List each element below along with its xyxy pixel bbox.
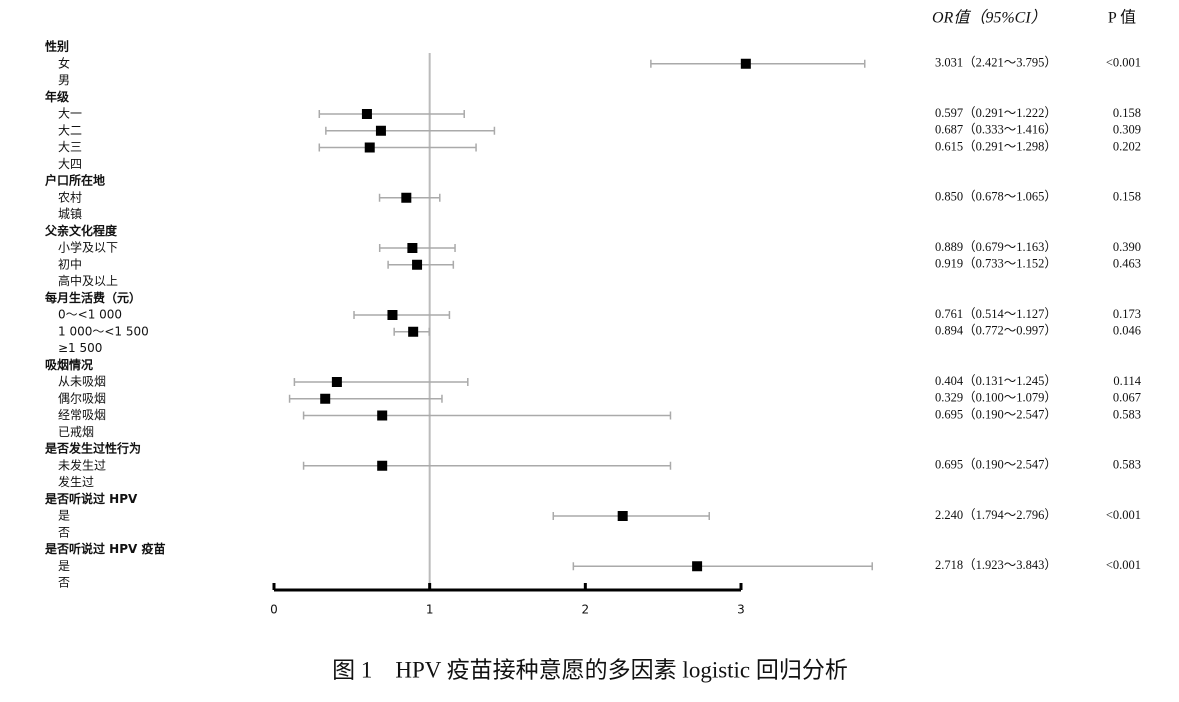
row-label: 是 [58,509,70,523]
or-label: 0.695（0.190～2.547） [935,407,1057,421]
or-label: 0.889（0.679～1.163） [935,240,1057,254]
or-label: 0.615（0.291～1.298） [935,139,1057,153]
row-label: 城镇 [58,207,82,221]
row-label: 大二 [58,123,82,137]
group-label: 是否听说过 HPV [44,491,138,506]
p-label: 0.309 [1113,123,1141,137]
p-label: 0.114 [1113,374,1141,388]
group-label: 是否发生过性行为 [44,441,141,456]
or-column-header: OR值（95%CI） [932,9,1047,27]
p-label: 0.583 [1113,407,1141,421]
p-label: <0.001 [1106,56,1141,70]
or-marker [617,511,628,521]
row-label: 大一 [58,107,82,121]
p-column-header: P 值 [1108,9,1136,27]
or-label: 0.329（0.100～1.079） [935,391,1057,405]
or-marker [377,460,388,471]
or-marker [740,58,751,69]
p-label: 0.463 [1113,257,1141,271]
row-label: 0～<1 000 [58,308,122,322]
group-label: 年级 [45,89,69,104]
or-marker [320,393,331,404]
or-marker [331,377,342,387]
row-label: 发生过 [58,474,94,489]
row-label: 已戒烟 [58,425,94,439]
row-label: 小学及以下 [58,240,118,255]
or-label: 0.597（0.291～1.222） [935,106,1057,120]
or-label: 0.761（0.514～1.127） [935,307,1057,321]
p-label: 0.067 [1113,391,1141,405]
group-label: 是否听说过 HPV 疫苗 [44,541,165,556]
x-tick-label: 3 [737,603,745,617]
or-label: 0.919（0.733～1.152） [935,257,1057,271]
row-label: 初中 [58,256,82,271]
row-label: 女 [58,55,70,70]
caption: 图 1 HPV 疫苗接种意愿的多因素 logistic 回归分析 [332,657,848,682]
or-marker [387,310,398,320]
row-label: 男 [58,73,70,87]
p-label: 0.173 [1113,307,1141,321]
row-label: 1 000～<1 500 [58,324,149,338]
or-label: 2.718（1.923～3.843） [935,558,1057,572]
row-label: 是 [58,559,70,573]
group-label: 性别 [44,39,69,54]
row-label: 大三 [58,140,82,154]
or-marker [692,561,703,572]
p-label: <0.001 [1106,508,1141,522]
row-label: 经常吸烟 [58,408,106,422]
row-label: 否 [58,525,70,539]
p-label: 0.583 [1113,458,1141,472]
row-label: 从未吸烟 [58,375,106,389]
or-marker [401,192,412,203]
row-label: 大四 [58,157,82,171]
or-label: 0.687（0.333～1.416） [935,123,1057,137]
x-tick-label: 0 [270,603,278,617]
or-label: 2.240（1.794～2.796） [935,508,1057,522]
x-tick-label: 1 [426,603,434,617]
or-marker [361,109,372,119]
row-label: 偶尔吸烟 [58,390,106,405]
row-label: 高中及以上 [58,273,118,288]
or-marker [412,259,423,270]
group-label: 每月生活费（元） [45,290,141,305]
or-marker [407,243,418,253]
group-label: 吸烟情况 [45,357,93,372]
p-label: 0.158 [1113,190,1141,204]
group-label: 户口所在地 [45,173,105,188]
row-label: ≥1 500 [58,341,102,355]
or-label: 3.031（2.421～3.795） [935,56,1057,70]
p-label: 0.390 [1113,240,1141,254]
or-label: 0.695（0.190～2.547） [935,458,1057,472]
x-tick-label: 2 [582,603,590,617]
or-marker [364,142,375,153]
row-label: 农村 [58,190,82,204]
or-marker [408,326,419,337]
row-label: 否 [58,576,70,590]
or-label: 0.850（0.678～1.065） [935,190,1057,204]
or-label: 0.404（0.131～1.245） [935,374,1057,388]
or-label: 0.894（0.772～0.997） [935,324,1057,338]
p-label: <0.001 [1106,558,1141,572]
p-label: 0.046 [1113,324,1141,338]
or-marker [377,410,388,421]
or-marker [375,125,386,136]
row-label: 未发生过 [58,457,106,472]
p-label: 0.158 [1113,106,1141,120]
group-label: 父亲文化程度 [44,223,118,238]
p-label: 0.202 [1113,139,1141,153]
